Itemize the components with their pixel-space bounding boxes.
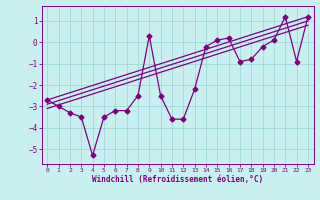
X-axis label: Windchill (Refroidissement éolien,°C): Windchill (Refroidissement éolien,°C) [92, 175, 263, 184]
